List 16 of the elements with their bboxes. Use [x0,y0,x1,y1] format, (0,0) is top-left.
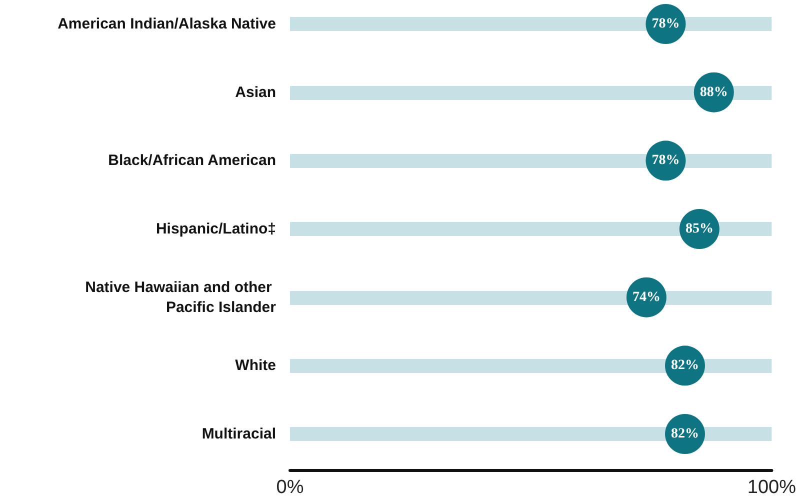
y-tick-label: Hispanic/Latino‡ [156,220,276,238]
data-label: 88% [700,84,728,100]
data-label: 74% [632,290,660,305]
x-tick-label: 0% [276,477,304,498]
data-label: 85% [685,222,714,236]
data-label: 82% [670,358,699,374]
y-tick-label: American Indian/Alaska Native [58,16,276,32]
y-tick-label: White [235,357,276,374]
data-label: 78% [652,153,680,168]
data-label: 82% [670,426,699,442]
y-tick-label: Asian [235,84,276,101]
x-tick-label: 100% [747,477,796,498]
y-tick-label: Native Hawaiian and other Pacific Islander [85,278,276,316]
y-tick-label: Black/African American [108,152,276,170]
data-label: 78% [652,16,680,32]
y-tick-label: Multiracial [202,426,276,442]
